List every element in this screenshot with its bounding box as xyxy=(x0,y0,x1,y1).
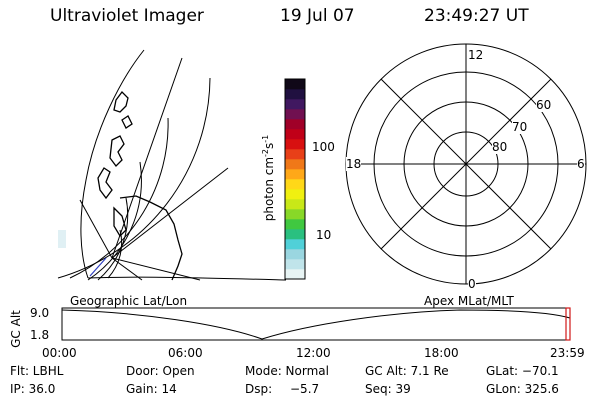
lon-line-1 xyxy=(111,57,183,259)
dsp-value: −5.7 xyxy=(290,382,320,396)
coastline-3 xyxy=(97,167,113,200)
colorbar-cell xyxy=(285,179,305,190)
colorbar-cell xyxy=(285,189,305,200)
colorbar-cell xyxy=(285,159,305,170)
x-tick-1800: 18:00 xyxy=(424,346,459,360)
filter-info: Flt: LBHL xyxy=(10,364,64,378)
colorbar-cell xyxy=(285,199,305,210)
lat-label-70: 70 xyxy=(512,120,528,134)
lon-line-2 xyxy=(111,167,229,259)
colorbar-cell xyxy=(285,269,305,280)
lat-arc-3 xyxy=(87,161,142,281)
lat-arc-4 xyxy=(97,197,129,281)
lat-label-60: 60 xyxy=(536,98,552,112)
y-tick-1-8: 1.8 xyxy=(30,328,50,342)
seq-info: Seq: 39 xyxy=(365,382,411,396)
geographic-map xyxy=(57,49,287,281)
blue-track xyxy=(89,257,107,277)
colorbar-cell xyxy=(285,219,305,230)
glat-info: GLat: −70.1 xyxy=(486,364,559,378)
colorbar-tick-10: 10 xyxy=(316,228,332,242)
mode-info: Mode: Normal xyxy=(245,364,329,378)
colorbar-cell xyxy=(285,139,305,150)
coastline-1 xyxy=(113,91,133,129)
x-tick-0000: 00:00 xyxy=(42,346,77,360)
colorbar-frame xyxy=(284,78,306,280)
colorbar-cell xyxy=(285,259,305,270)
lon-line-3 xyxy=(111,257,201,281)
lat-arc-2 xyxy=(69,117,169,279)
altitude-curve xyxy=(61,309,571,340)
gc-alt-axis-label: GC Alt xyxy=(9,310,23,348)
x-tick-0600: 06:00 xyxy=(168,346,203,360)
colorbar-cell xyxy=(285,169,305,180)
lon-line-4 xyxy=(111,257,143,281)
colorbar-unit-label: photon cm-2s-1 xyxy=(261,135,276,222)
date-label: 19 Jul 07 xyxy=(280,6,355,26)
x-tick-1200: 12:00 xyxy=(296,346,331,360)
geographic-label: Geographic Lat/Lon xyxy=(70,294,188,308)
colorbar-cell xyxy=(285,109,305,120)
y-tick-9: 9.0 xyxy=(30,306,50,320)
ip-info: IP: 36.0 xyxy=(10,382,56,396)
colorbar-cells xyxy=(285,79,305,280)
colorbar-cell xyxy=(285,149,305,160)
timeline-frame xyxy=(61,307,571,341)
colorbar-cell xyxy=(285,239,305,250)
mlt-label-6: 6 xyxy=(577,157,585,171)
mlt-label-18: 18 xyxy=(346,157,362,171)
coastline-4 xyxy=(113,206,127,238)
mlt-label-0: 0 xyxy=(468,277,476,291)
current-time-marker[interactable] xyxy=(565,307,571,341)
altitude-timeline xyxy=(61,307,571,341)
app-title: Ultraviolet Imager xyxy=(50,6,204,26)
colorbar-cell xyxy=(285,229,305,240)
time-label: 23:49:27 UT xyxy=(424,6,529,26)
horizon-line xyxy=(87,276,287,281)
limb-curve xyxy=(80,49,145,279)
colorbar-cell xyxy=(285,79,305,90)
colorbar-tick-100: 100 xyxy=(312,140,335,154)
colorbar-cell xyxy=(285,119,305,130)
lat-arc-1 xyxy=(57,77,211,279)
colorbar-cell xyxy=(285,249,305,260)
antarctica-coast xyxy=(119,195,183,281)
coastline-2 xyxy=(109,135,125,167)
gc-alt-info: GC Alt: 7.1 Re xyxy=(365,364,449,378)
colorbar-cell xyxy=(285,99,305,110)
lat-label-80: 80 xyxy=(492,140,508,154)
polar-line-diagonal-2 xyxy=(380,78,552,250)
mlt-label-12: 12 xyxy=(468,48,484,62)
colorbar-cell xyxy=(285,209,305,220)
colorbar-cell xyxy=(285,89,305,100)
colorbar: photon cm-2s-1 xyxy=(261,78,306,280)
lon-line-5 xyxy=(79,199,113,259)
door-info: Door: Open xyxy=(126,364,195,378)
colorbar-cell xyxy=(285,129,305,140)
x-tick-2359: 23:59 xyxy=(550,346,585,360)
gain-info: Gain: 14 xyxy=(126,382,177,396)
apex-label: Apex MLat/MLT xyxy=(424,294,514,308)
polar-plot xyxy=(345,43,587,285)
dsp-label: Dsp: xyxy=(245,382,273,396)
aurora-patch xyxy=(58,230,66,248)
glon-info: GLon: 325.6 xyxy=(486,382,559,396)
